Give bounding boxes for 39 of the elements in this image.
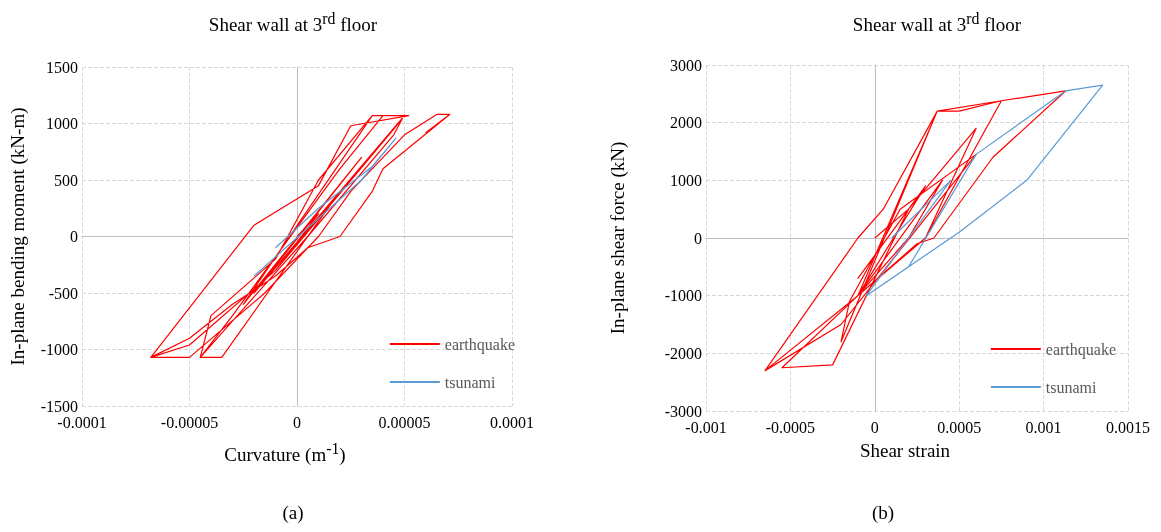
legend-label: tsunami xyxy=(1045,378,1098,396)
x-tick-label: -0.00005 xyxy=(160,413,219,431)
y-tick-label: -3000 xyxy=(664,402,702,420)
x-tick-label: 0.0005 xyxy=(937,418,982,436)
y-tick-label: 0 xyxy=(694,229,702,247)
x-tick-label: 0.001 xyxy=(1025,418,1062,436)
y-tick-label: 3000 xyxy=(670,56,702,74)
y-tick-label: -1000 xyxy=(40,341,78,358)
x-tick-label: 0.0015 xyxy=(1106,418,1150,436)
y-tick-label: -1500 xyxy=(40,397,78,415)
line-series xyxy=(253,137,397,277)
legend-label: earthquake xyxy=(1045,340,1117,359)
x-tick-label: -0.0001 xyxy=(57,413,107,431)
chart-title: Shear wall at 3$^{rd}$ floor xyxy=(851,10,1023,37)
y-tick-label: 2000 xyxy=(670,114,702,132)
x-axis-title: Shear strain xyxy=(858,440,952,462)
x-tick-label: 0.0001 xyxy=(490,413,534,431)
x-axis-title: Curvature (m$^{-1}$) xyxy=(223,440,347,467)
y-tick-label: -2000 xyxy=(664,344,702,362)
y-tick-label: 0 xyxy=(70,228,78,245)
y-tick-label: -1000 xyxy=(664,287,702,305)
y-axis-title: In-plane bending moment (kN-m) xyxy=(7,107,29,366)
x-tick-label: -0.0005 xyxy=(765,418,816,436)
legend-label: tsunami xyxy=(444,373,497,391)
x-tick-label: 0 xyxy=(293,413,301,431)
x-tick-label: 0.00005 xyxy=(378,413,431,431)
y-tick-label: 1000 xyxy=(46,115,78,132)
y-tick-label: -500 xyxy=(48,284,78,302)
legend-label: earthquake xyxy=(444,335,516,354)
chart-title: Shear wall at 3$^{rd}$ floor xyxy=(207,10,379,37)
y-axis-title: In-plane shear force (kN) xyxy=(607,141,629,335)
text: (a) xyxy=(281,502,305,524)
text: (b) xyxy=(870,502,896,524)
x-tick-label: -0.001 xyxy=(685,418,727,436)
x-tick-label: 0 xyxy=(870,418,879,436)
y-tick-label: 1500 xyxy=(46,58,78,76)
line-series xyxy=(865,84,1104,297)
y-tick-label: 1000 xyxy=(670,171,702,189)
y-tick-label: 500 xyxy=(54,171,78,189)
